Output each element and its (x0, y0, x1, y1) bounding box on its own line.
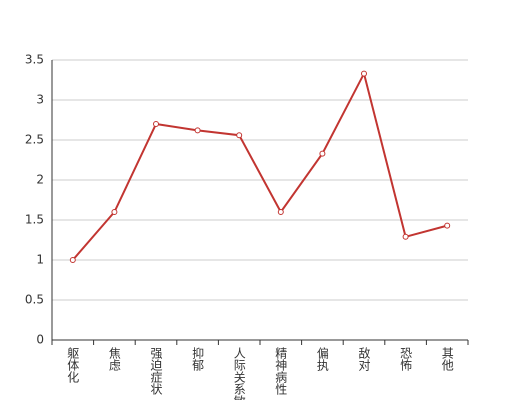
data-point (277, 209, 284, 215)
data-point (319, 150, 326, 157)
y-tick-label: 1 (36, 253, 44, 267)
x-tick-label: 人际关系敏感 (232, 347, 246, 400)
data-point (153, 121, 159, 127)
data-point (111, 209, 118, 215)
y-tick-label: 3.5 (25, 53, 44, 67)
y-tick-label: 2 (36, 173, 44, 187)
data-point (194, 127, 201, 134)
x-tick-label: 恐怖 (399, 347, 413, 371)
data-point (402, 233, 409, 240)
y-tick-label: 2.5 (25, 133, 44, 147)
x-tick-label: 偏执 (315, 346, 329, 372)
y-tick-label: 0 (36, 333, 44, 347)
x-tick-label: 躯体化 (66, 346, 80, 384)
y-tick-label: 3 (36, 93, 44, 107)
data-point (444, 222, 451, 229)
x-tick-label: 其他 (440, 347, 454, 371)
data-point (236, 132, 243, 139)
x-tick-label: 强迫症状 (149, 347, 163, 395)
y-tick-label: 1.5 (25, 213, 44, 227)
x-tick-label: 精神病性 (274, 347, 288, 396)
x-tick-label: 焦虑 (107, 347, 121, 371)
data-point (69, 257, 76, 263)
x-tick-label: 抑郁 (191, 346, 205, 372)
data-point (361, 70, 367, 77)
y-tick-label: 0.5 (25, 293, 44, 307)
x-tick-label: 敌对 (357, 346, 371, 371)
data-line (72, 70, 448, 261)
